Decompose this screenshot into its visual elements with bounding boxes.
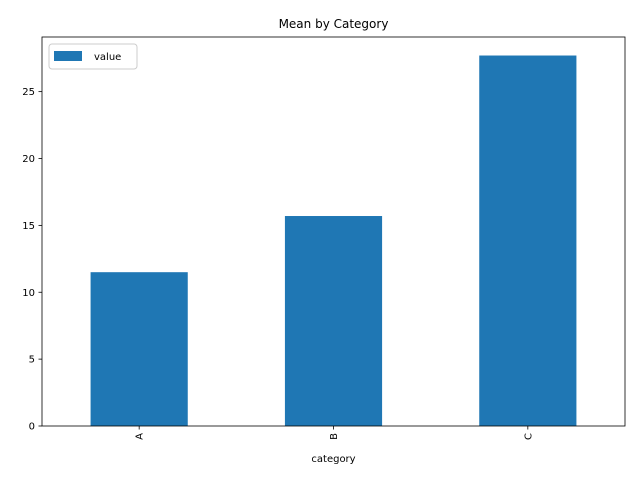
x-tick-label: B [329,433,340,440]
x-tick-label: A [135,433,146,440]
chart-title: Mean by Category [279,17,389,31]
y-tick-label: 0 [29,422,35,433]
bar-B [284,216,383,426]
bar-A [90,272,188,426]
y-tick-label: 15 [22,221,35,232]
y-tick-label: 20 [22,154,35,165]
legend: value [48,43,138,70]
y-tick-label: 10 [22,288,35,299]
y-tick-label: 25 [22,87,35,98]
x-tick-label: C [523,433,534,440]
legend-swatch [54,51,82,61]
x-axis-label: category [311,454,355,465]
legend-label: value [94,52,121,63]
y-axis: 0 5 10 15 20 25 [22,87,42,433]
plot-area [41,36,626,427]
x-axis: A B C [135,426,534,440]
bar-C [479,55,577,427]
y-tick-label: 5 [29,355,35,366]
legend-box [48,43,138,70]
